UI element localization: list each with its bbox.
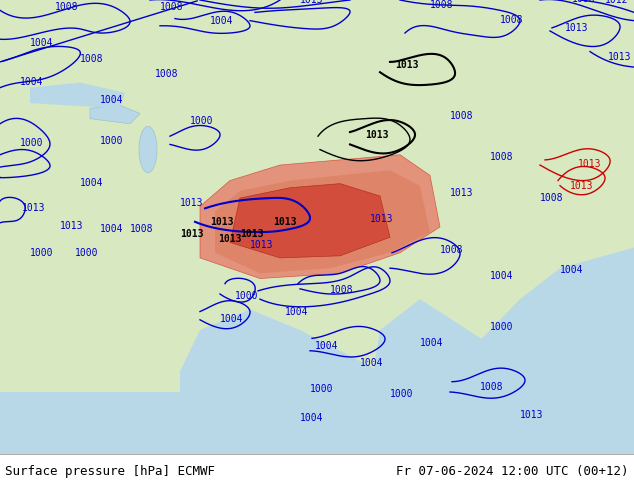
Text: 1004: 1004 (490, 270, 514, 281)
Text: 1013: 1013 (450, 188, 474, 198)
Text: 1004: 1004 (360, 358, 384, 368)
Text: 1008: 1008 (490, 152, 514, 162)
Text: 1013: 1013 (22, 203, 46, 214)
Polygon shape (0, 0, 634, 392)
Text: 1008: 1008 (80, 54, 103, 64)
Text: 1008: 1008 (440, 245, 463, 255)
Text: 1000: 1000 (20, 139, 44, 148)
Text: 1008: 1008 (155, 70, 179, 79)
Text: 1013: 1013 (365, 130, 389, 140)
Text: 1008: 1008 (430, 0, 453, 10)
Text: 1000: 1000 (235, 291, 259, 301)
Text: 1008: 1008 (130, 224, 153, 234)
Text: 1013: 1013 (608, 52, 631, 62)
Text: 1008: 1008 (480, 382, 503, 392)
Polygon shape (90, 105, 140, 124)
Polygon shape (230, 184, 390, 258)
Text: 1000: 1000 (190, 116, 214, 126)
Text: 1004: 1004 (20, 76, 44, 87)
Text: 1004: 1004 (300, 413, 323, 423)
Text: 1004: 1004 (285, 307, 309, 317)
Text: 1004: 1004 (100, 95, 124, 105)
Text: 1000: 1000 (390, 389, 413, 399)
Text: 1013: 1013 (578, 159, 602, 169)
Polygon shape (215, 170, 430, 273)
Text: 1004: 1004 (100, 224, 124, 234)
Text: 1008: 1008 (450, 111, 474, 121)
Text: 1000: 1000 (75, 248, 98, 258)
Text: Fr 07-06-2024 12:00 UTC (00+12): Fr 07-06-2024 12:00 UTC (00+12) (396, 465, 629, 478)
Text: 1013: 1013 (60, 221, 84, 231)
Text: 1004: 1004 (560, 266, 583, 275)
Polygon shape (180, 310, 380, 454)
Text: 1004: 1004 (30, 38, 53, 49)
Text: 1008: 1008 (240, 0, 264, 2)
Polygon shape (0, 392, 634, 454)
Text: 1004: 1004 (210, 16, 233, 26)
Text: 1000: 1000 (310, 384, 333, 394)
Text: 1008: 1008 (330, 285, 354, 295)
Polygon shape (200, 155, 440, 278)
Text: 1013: 1013 (395, 60, 418, 70)
Text: 1008: 1008 (160, 2, 183, 12)
Text: 1008: 1008 (540, 193, 564, 203)
Text: 1013: 1013 (240, 229, 264, 239)
Text: 1000: 1000 (30, 248, 53, 258)
Text: 1013: 1013 (570, 181, 593, 191)
Text: 1008: 1008 (55, 2, 79, 12)
Polygon shape (30, 82, 125, 108)
Text: 1000: 1000 (490, 322, 514, 332)
Text: 1013: 1013 (520, 410, 543, 420)
Polygon shape (470, 247, 634, 454)
Text: 1000: 1000 (100, 136, 124, 147)
Text: 1013: 1013 (250, 240, 273, 249)
Text: Surface pressure [hPa] ECMWF: Surface pressure [hPa] ECMWF (5, 465, 215, 478)
Text: 1008: 1008 (500, 15, 524, 24)
Text: 1013: 1013 (565, 23, 588, 33)
Text: 1004: 1004 (420, 338, 444, 347)
Text: 1013: 1013 (180, 229, 204, 239)
Text: 1012: 1012 (605, 0, 628, 5)
Text: 1013: 1013 (180, 198, 204, 208)
Text: 1013: 1013 (273, 217, 297, 227)
Text: 1013: 1013 (370, 214, 394, 224)
Text: 1013: 1013 (218, 234, 242, 245)
Text: 1013: 1013 (300, 0, 323, 5)
Polygon shape (370, 299, 500, 454)
Text: 1004: 1004 (80, 178, 103, 188)
Text: 1004: 1004 (220, 314, 243, 324)
Text: 1004: 1004 (315, 341, 339, 351)
Text: 1008: 1008 (572, 0, 595, 4)
Ellipse shape (139, 126, 157, 173)
Text: 1013: 1013 (210, 217, 233, 227)
